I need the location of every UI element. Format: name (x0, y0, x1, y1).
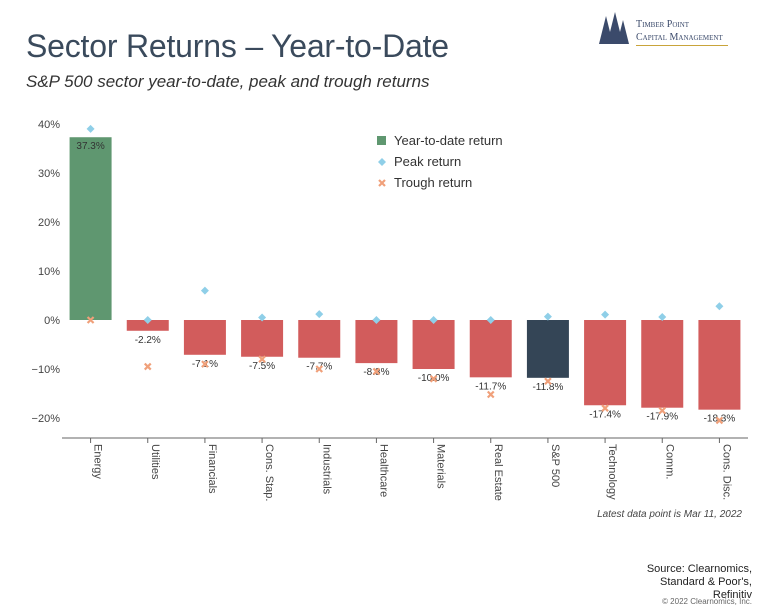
source-note: Source: Clearnomics, Standard & Poor's, … (552, 563, 752, 602)
legend-label-trough: Trough return (394, 175, 472, 190)
source-line-3: Refinitiv (712, 589, 752, 601)
trough-marker-2 (201, 360, 209, 368)
copyright: © 2022 Clearnomics, Inc. (662, 597, 752, 606)
y-tick-label: −10% (32, 364, 61, 376)
category-label: Technology (606, 444, 618, 500)
trough-marker-5 (372, 367, 381, 376)
legend-swatch-ytd (377, 136, 386, 145)
category-label: Real Estate (492, 444, 504, 501)
y-tick-label: 10% (38, 266, 60, 278)
peak-marker-9 (601, 310, 610, 319)
peak-marker-2 (200, 286, 209, 295)
trough-marker-9 (601, 404, 609, 412)
peak-marker-7 (486, 316, 495, 324)
data-label: 37.3% (76, 141, 104, 152)
bar-ytd-6 (412, 320, 455, 369)
bar-ytd-4 (298, 320, 341, 358)
category-label: Materials (435, 444, 447, 489)
peak-marker-1 (143, 316, 152, 324)
bar-ytd-2 (183, 320, 226, 355)
category-label: Industrials (320, 444, 332, 495)
y-tick-label: 30% (38, 168, 60, 180)
bar-ytd-0 (69, 137, 112, 320)
chart-subtitle: S&P 500 sector year-to-date, peak and tr… (26, 72, 430, 91)
source-line-1: Source: Clearnomics, (646, 563, 752, 575)
trough-marker-3 (258, 355, 266, 363)
category-label: S&P 500 (549, 444, 561, 487)
category-label: Cons. Disc. (720, 444, 732, 500)
bar-ytd-9 (584, 320, 627, 406)
data-label: -7.7% (306, 362, 332, 373)
y-tick-label: 20% (38, 217, 60, 229)
bar-ytd-3 (241, 320, 284, 357)
logo-text: Timber Point Capital Management (636, 18, 723, 44)
peak-marker-8 (543, 312, 552, 321)
logo-underline (636, 45, 728, 46)
data-label: -2.2% (135, 335, 161, 346)
trough-marker-6 (429, 375, 438, 383)
peak-marker-11 (715, 302, 724, 311)
peak-marker-0 (86, 124, 95, 133)
category-label: Cons. Stap. (263, 444, 275, 501)
trough-marker-10 (658, 406, 667, 415)
trough-marker-0 (86, 316, 95, 324)
logo-line2: Capital Management (636, 32, 723, 43)
category-label: Financials (206, 444, 218, 494)
trough-marker-7 (486, 390, 495, 399)
legend-marker-trough (378, 179, 386, 187)
peak-marker-3 (258, 313, 267, 322)
legend-label-ytd: Year-to-date return (394, 133, 503, 148)
peak-marker-4 (315, 310, 324, 319)
bar-ytd-5 (355, 320, 398, 364)
latest-data-note: Latest data point is Mar 11, 2022 (597, 509, 742, 520)
legend-label-peak: Peak return (394, 154, 461, 169)
bar-ytd-8 (526, 320, 569, 378)
category-label: Comm. (663, 444, 675, 479)
bar-ytd-10 (641, 320, 684, 408)
y-tick-label: 0% (44, 315, 60, 327)
chart-title: Sector Returns – Year-to-Date (26, 28, 449, 64)
data-label: -17.4% (589, 409, 621, 420)
data-label: -11.8% (532, 382, 563, 393)
trough-marker-4 (315, 365, 324, 373)
y-tick-label: −20% (32, 413, 61, 425)
data-label: -11.7% (475, 381, 506, 392)
pine-trees-icon (599, 12, 629, 44)
data-label: -17.9% (646, 412, 678, 423)
logo-line1: Timber Point (636, 19, 690, 30)
trough-marker-8 (544, 377, 552, 386)
peak-marker-5 (372, 316, 381, 324)
peak-marker-6 (429, 316, 438, 324)
bar-ytd-11 (698, 320, 741, 410)
trough-marker-11 (715, 416, 724, 425)
bar-ytd-1 (126, 320, 169, 331)
category-label: Healthcare (377, 444, 389, 497)
bar-ytd-7 (469, 320, 512, 378)
y-tick-label: 40% (38, 119, 60, 131)
category-label: Energy (92, 444, 104, 479)
source-line-2: Standard & Poor's, (660, 576, 752, 588)
data-label: -7.5% (249, 361, 275, 372)
legend-marker-peak (378, 158, 386, 166)
category-label: Utilities (149, 444, 161, 480)
company-logo: Timber Point Capital Management (596, 12, 736, 48)
peak-marker-10 (658, 313, 667, 322)
trough-marker-1 (143, 362, 152, 371)
